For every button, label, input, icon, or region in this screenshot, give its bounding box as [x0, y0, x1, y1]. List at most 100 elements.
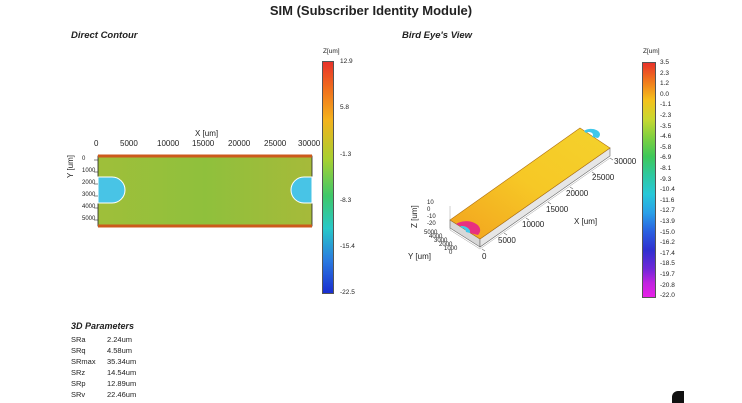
- bird-eye-colorbar-tick: -17.4: [660, 249, 675, 257]
- bird-eye-colorbar-tick: -16.2: [660, 239, 675, 247]
- bird-eye-x-tick: 0: [482, 252, 487, 261]
- bird-eye-colorbar-tick: 1.2: [660, 80, 670, 88]
- contour-x-tick: 10000: [157, 139, 180, 148]
- contour-y-axis-label: Y [um]: [66, 155, 75, 178]
- bird-eye-z-tick: -20: [427, 221, 436, 227]
- contour-plot: [94, 154, 313, 228]
- bird-eye-z-ticks: 10 0 -10 -20: [427, 200, 447, 230]
- parameters-table: SRa 2.24um SRq 4.58um SRmax 35.34um SRz 14.5…: [71, 334, 136, 400]
- page-title: SIM (Subscriber Identity Module): [269, 3, 473, 18]
- bird-eye-y-tick: 0: [449, 250, 453, 256]
- contour-y-tick: 4000: [82, 204, 96, 210]
- bird-eye-x-tick: 5000: [498, 236, 516, 245]
- x-axis-tick-marks: [481, 157, 614, 252]
- parameter-row: SRz 14.54um: [71, 367, 136, 378]
- parameter-name: SRq: [71, 345, 86, 355]
- contour-y-tick: 0: [82, 156, 86, 162]
- near-cutout-outer: [456, 221, 481, 235]
- bird-eye-x-tick: 25000: [592, 173, 615, 182]
- parameter-row: SRp 12.89um: [71, 378, 136, 389]
- contour-colorbar-tick: -22.5: [340, 289, 355, 296]
- contour-colorbar-tick: -15.4: [340, 243, 355, 250]
- parameter-name: SRv: [71, 389, 86, 399]
- bird-eye-x-tick: 20000: [566, 189, 589, 198]
- bird-eye-z-tick: -10: [427, 214, 436, 220]
- contour-colorbar-tick: 12.9: [340, 58, 353, 65]
- parameter-name: SRa: [71, 334, 86, 344]
- bird-eye-x-tick: 10000: [522, 220, 545, 229]
- parameter-row: SRv 22.46um: [71, 389, 136, 400]
- bird-eye-z-axis-label: Z [um]: [410, 205, 419, 228]
- bird-eye-z-tick: 10: [427, 200, 434, 206]
- bird-eye-colorbar-tick: -20.8: [660, 281, 675, 289]
- parameter-value: 22.46um: [107, 389, 137, 399]
- bird-eye-colorbar-tick: -5.8: [660, 143, 672, 151]
- parameter-row: SRmax 35.34um: [71, 356, 136, 367]
- bird-eye-colorbar-label: Z[um]: [643, 48, 660, 55]
- bird-eye-y-tick: 1000: [444, 246, 458, 252]
- bird-eye-colorbar-tick: 2.3: [660, 69, 670, 77]
- bird-eye-x-axis-label: X [um]: [574, 217, 598, 226]
- bird-eye-colorbar-tick: -4.6: [660, 133, 672, 141]
- bird-eye-colorbar-tick: -13.9: [660, 218, 675, 225]
- contour-colorbar-tick: -8.3: [340, 197, 352, 204]
- bird-eye-colorbar-tick: -22.0: [660, 292, 675, 300]
- bird-eye-colorbar-tick: 0.0: [660, 90, 670, 98]
- direct-contour-title: Direct Contour: [71, 30, 138, 41]
- bird-eye-colorbar-tick: 3.5: [660, 59, 670, 66]
- parameter-row: SRa 2.24um: [71, 334, 136, 345]
- parameter-value: 35.34um: [107, 356, 137, 366]
- bird-eye-y-tick: 2000: [439, 242, 453, 248]
- contour-right-cutout: [290, 176, 313, 204]
- contour-y-tick: 3000: [82, 192, 96, 198]
- bird-eye-colorbar-tick: -6.9: [660, 154, 672, 162]
- bird-eye-3d-plot: [449, 127, 614, 252]
- contour-x-ticks: 0 5000 10000 15000 20000 25000 30000: [94, 139, 320, 151]
- bird-eye-colorbar-tick: -8.1: [660, 165, 672, 172]
- parameter-name: SRp: [71, 378, 86, 388]
- bird-eye-y-tick: 3000: [434, 238, 448, 244]
- bird-eye-colorbar-tick: -9.3: [660, 175, 672, 183]
- bird-eye-colorbar-tick: -18.5: [660, 260, 675, 268]
- bird-eye-colorbar-tick: -10.4: [660, 186, 675, 194]
- bird-eye-view-title: Bird Eye's View: [402, 30, 473, 41]
- parameters-title: 3D Parameters: [71, 321, 135, 331]
- parameter-row: SRq 4.58um: [71, 345, 136, 356]
- far-cutout: [584, 128, 600, 138]
- contour-x-tick: 30000: [298, 139, 321, 148]
- contour-x-tick: 20000: [228, 139, 251, 148]
- contour-x-tick: 5000: [120, 139, 138, 148]
- bird-eye-colorbar-tick: -2.3: [660, 112, 672, 119]
- plot-frame: [449, 157, 611, 250]
- near-cutout-inner: [460, 225, 471, 233]
- bird-eye-y-ticks: 5000 4000 3000 2000 1000 0: [424, 230, 474, 262]
- window-corner: [672, 391, 684, 403]
- contour-colorbar-label: Z[um]: [323, 48, 340, 55]
- bird-eye-x-tick: 15000: [546, 205, 569, 214]
- bird-eye-colorbar: [642, 62, 656, 298]
- contour-surface: [97, 155, 313, 227]
- parameter-value: 4.58um: [107, 345, 133, 355]
- contour-y-ticks: 0 1000 2000 3000 4000 5000: [82, 156, 96, 226]
- contour-x-axis-label: X [um]: [195, 129, 219, 138]
- contour-y-tick: 5000: [82, 216, 96, 222]
- bird-eye-colorbar-tick: -1.1: [660, 101, 672, 109]
- parameter-value: 14.54um: [107, 367, 137, 377]
- bird-eye-colorbar-tick: -15.0: [660, 228, 675, 236]
- bird-eye-colorbar-tick: -11.6: [660, 196, 675, 204]
- parameter-value: 12.89um: [107, 378, 137, 388]
- contour-y-tick-marks: [94, 159, 98, 221]
- bird-eye-x-ticks: 0 5000 10000 15000 20000 25000 30000: [440, 156, 660, 266]
- contour-colorbar-ticks: 12.9 5.8 -1.3 -8.3 -15.4 -22.5: [340, 58, 370, 298]
- bird-eye-z-tick: 0: [427, 207, 431, 213]
- bird-eye-colorbar-tick: -19.7: [660, 271, 675, 278]
- contour-colorbar-tick: 5.8: [340, 104, 350, 111]
- bird-eye-x-tick: 30000: [614, 157, 637, 166]
- bird-eye-y-tick: 4000: [429, 234, 443, 240]
- bird-eye-y-tick: 5000: [424, 230, 438, 236]
- bird-eye-colorbar-ticks: 3.5 2.3 1.2 0.0 -1.1 -2.3 -3.5 -4.6 -5.8…: [660, 59, 690, 304]
- contour-x-tick: 0: [94, 139, 99, 148]
- parameter-value: 2.24um: [107, 334, 133, 344]
- contour-x-tick: 15000: [192, 139, 215, 148]
- contour-colorbar: [322, 61, 334, 294]
